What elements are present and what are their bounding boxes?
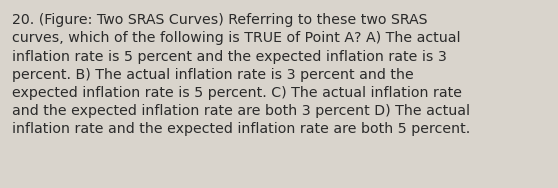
Text: 20. (Figure: Two SRAS Curves) Referring to these two SRAS
curves, which of the f: 20. (Figure: Two SRAS Curves) Referring … [12, 13, 470, 136]
